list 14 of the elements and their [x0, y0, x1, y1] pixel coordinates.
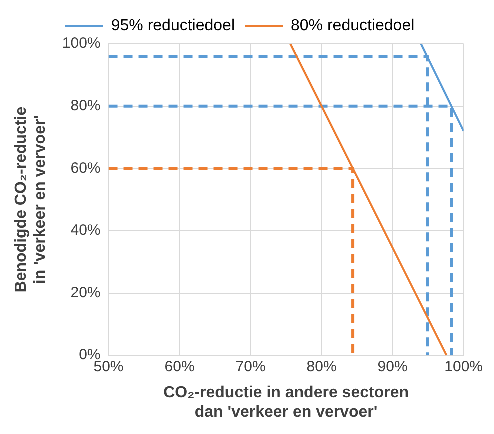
x-axis-title: CO₂-reductie in andere sectoren dan 'verkeer en vervoer'	[164, 384, 409, 421]
x-tick-label: 100%	[444, 358, 484, 376]
x-tick-label: 90%	[378, 358, 408, 376]
x-tick-label: 80%	[306, 358, 337, 376]
y-tick-label: 40%	[70, 222, 101, 240]
legend-label: 95% reductiedoel	[111, 17, 235, 34]
y-tick-label: 100%	[62, 35, 101, 52]
y-tick-label: 20%	[70, 284, 101, 302]
legend-label: 80% reductiedoel	[291, 17, 415, 34]
y-tick-label: 80%	[70, 97, 101, 114]
x-tick-label: 70%	[236, 358, 266, 376]
y-tick-label: 60%	[70, 160, 101, 177]
y-axis-title: Benodigde CO₂-reductie in 'verkeer en vervoer'	[13, 106, 50, 293]
x-tick-label: 60%	[164, 358, 195, 376]
